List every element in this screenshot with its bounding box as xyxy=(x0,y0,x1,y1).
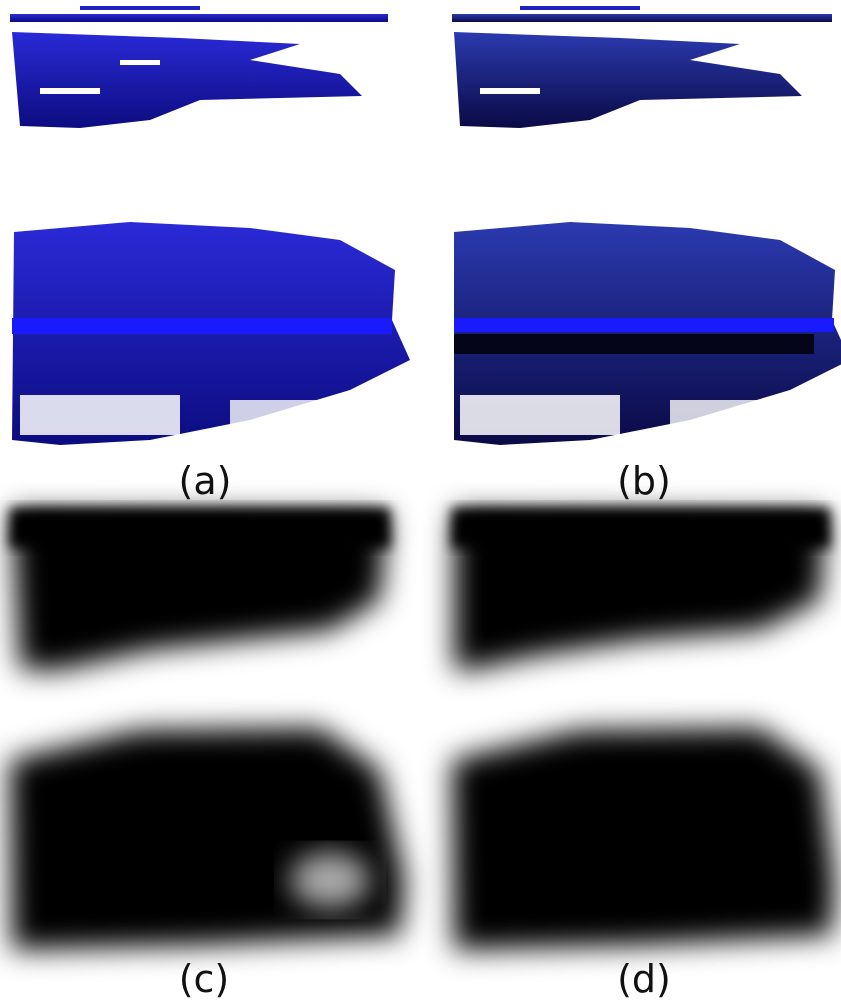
panel-label: (a) xyxy=(179,459,232,503)
panel-label: (c) xyxy=(179,957,230,1001)
panel-c-image xyxy=(10,508,405,950)
panel-b-image xyxy=(452,6,841,445)
panel-label: (b) xyxy=(617,459,671,503)
panel-label: (d) xyxy=(617,957,671,1001)
panel-a-image xyxy=(10,6,410,445)
panel-d-image xyxy=(452,508,835,950)
